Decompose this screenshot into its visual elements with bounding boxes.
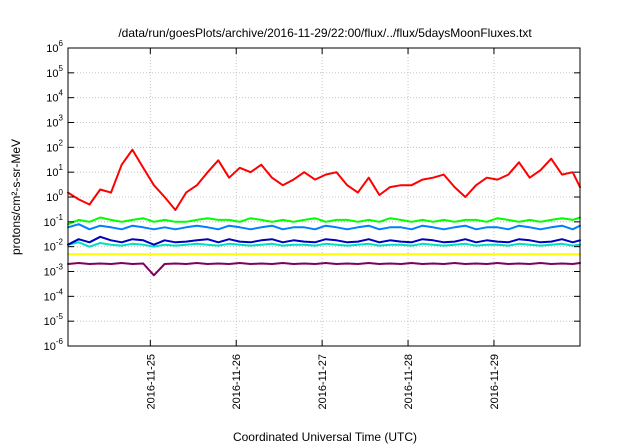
x-tick-label: 2016-11-29 <box>489 354 501 409</box>
y-axis: 10-6 10-5 10-4 10-3 10-2 10-1 100 101 102 103 104 1… <box>44 39 580 353</box>
chart-title: /data/run/goesPlots/archive/2016-11-29/2… <box>118 26 532 40</box>
y-tick-label: 10-6 <box>44 337 64 353</box>
x-tick-label: 2016-11-28 <box>403 354 415 409</box>
y-tick-label: 100 <box>46 188 63 204</box>
x-axis-label: Coordinated Universal Time (UTC) <box>233 430 417 444</box>
y-tick-label: 106 <box>46 39 63 55</box>
x-tick-label: 2016-11-26 <box>231 354 243 409</box>
y-tick-label: 10-2 <box>44 238 64 254</box>
y-tick-label: 101 <box>46 163 63 179</box>
series-line <box>67 262 581 277</box>
x-tick-label: 2016-11-25 <box>145 354 157 409</box>
grid <box>68 48 580 346</box>
y-axis-label: protons/cm²-s-sr-MeV <box>9 139 23 255</box>
y-tick-label: 104 <box>46 89 63 105</box>
y-tick-label: 103 <box>46 114 63 130</box>
y-tick-label: 102 <box>46 138 63 154</box>
x-axis: 2016-11-25 2016-11-26 2016-11-27 2016-11-28… <box>145 48 501 409</box>
series-line <box>67 148 581 211</box>
series-group <box>67 148 581 277</box>
y-tick-label: 10-5 <box>44 312 64 328</box>
x-tick-label: 2016-11-27 <box>317 354 329 409</box>
y-tick-label: 105 <box>46 64 63 80</box>
series-line <box>67 216 581 226</box>
series-line <box>67 241 581 248</box>
y-tick-label: 10-3 <box>44 263 64 279</box>
series-line <box>67 235 581 246</box>
y-tick-label: 10-1 <box>44 213 64 229</box>
series-line <box>67 223 581 231</box>
y-tick-label: 10-4 <box>44 287 64 303</box>
